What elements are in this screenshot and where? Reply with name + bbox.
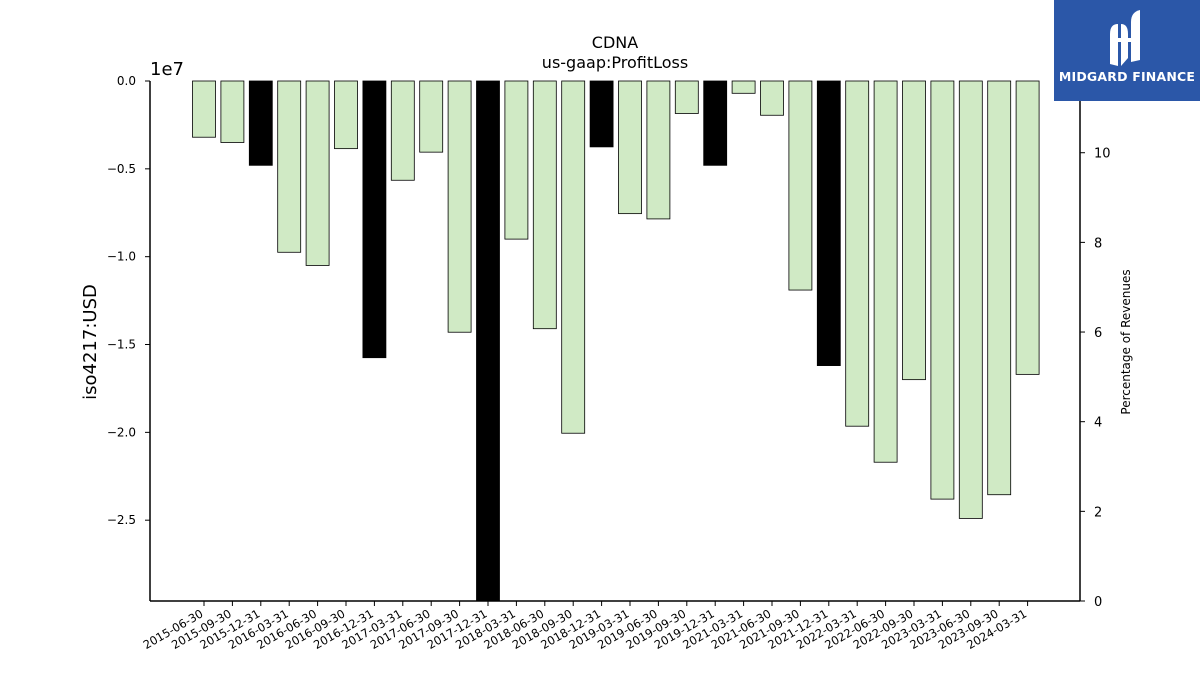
- y-tick-label: −2.5: [107, 513, 136, 527]
- bar-2017-12-31: [476, 80, 500, 602]
- bar-2019-09-30: [674, 80, 699, 114]
- y-tick-label: −0.5: [107, 162, 136, 176]
- bar-2015-12-31: [248, 80, 273, 166]
- y-offset-label: 1e7: [150, 59, 184, 80]
- chart-title: CDNA: [592, 33, 638, 52]
- bar-2017-09-30: [447, 80, 472, 333]
- bar-2016-09-30: [334, 80, 358, 150]
- bar-2015-09-30: [220, 80, 245, 143]
- bar-2023-09-30: [987, 80, 1012, 496]
- bar-2021-09-30: [788, 80, 813, 291]
- bar-2018-06-30: [532, 80, 557, 330]
- bar-2023-03-31: [930, 80, 955, 500]
- bar-2022-06-30: [873, 80, 898, 463]
- bar-2021-12-31: [816, 80, 841, 366]
- midgard-finance-logo: MIDGARD FINANCE: [1054, 0, 1200, 101]
- y2-tick-label: 0: [1094, 595, 1102, 610]
- y-axis-label: iso4217:USD: [80, 284, 101, 400]
- bar-2022-03-31: [845, 80, 870, 427]
- axes-group: 0.0−0.5−1.0−1.5−2.0−2.502468102015-06-30…: [107, 74, 1111, 652]
- y2-axis-label: Percentage of Revenues: [1119, 269, 1133, 414]
- logo-text: MIDGARD FINANCE: [1058, 69, 1196, 84]
- bar-2022-09-30: [902, 80, 926, 381]
- y2-tick-label: 6: [1094, 326, 1102, 341]
- y2-tick-label: 4: [1094, 416, 1102, 431]
- bar-2016-12-31: [362, 80, 387, 359]
- bar-2023-06-30: [958, 80, 983, 519]
- chart-subtitle: us-gaap:ProfitLoss: [542, 53, 688, 72]
- y2-tick-label: 2: [1094, 505, 1102, 520]
- y2-tick-label: 8: [1094, 236, 1102, 251]
- bar-2019-03-31: [618, 80, 642, 215]
- bar-2024-03-31: [1015, 80, 1040, 375]
- bar-2021-06-30: [760, 80, 784, 116]
- bar-2018-12-31: [589, 80, 614, 148]
- y-tick-label: −1.5: [107, 338, 136, 352]
- y-tick-label: −2.0: [107, 425, 136, 439]
- y-tick-label: −1.0: [107, 250, 136, 264]
- y-tick-label: 0.0: [117, 74, 136, 88]
- y2-tick-label: 10: [1094, 147, 1111, 162]
- midgard-logo-icon: [1110, 10, 1140, 66]
- bar-2017-03-31: [390, 80, 415, 181]
- bar-2017-06-30: [419, 80, 444, 153]
- bar-2018-09-30: [561, 80, 586, 434]
- bar-2019-12-31: [703, 80, 728, 166]
- bar-2015-06-30: [192, 80, 216, 138]
- bar-2018-03-31: [504, 80, 529, 240]
- bars-group: [192, 80, 1040, 602]
- bar-2021-03-31: [731, 80, 756, 94]
- bar-2016-06-30: [305, 80, 330, 266]
- bar-2019-06-30: [646, 80, 671, 220]
- bar-2016-03-31: [277, 80, 302, 253]
